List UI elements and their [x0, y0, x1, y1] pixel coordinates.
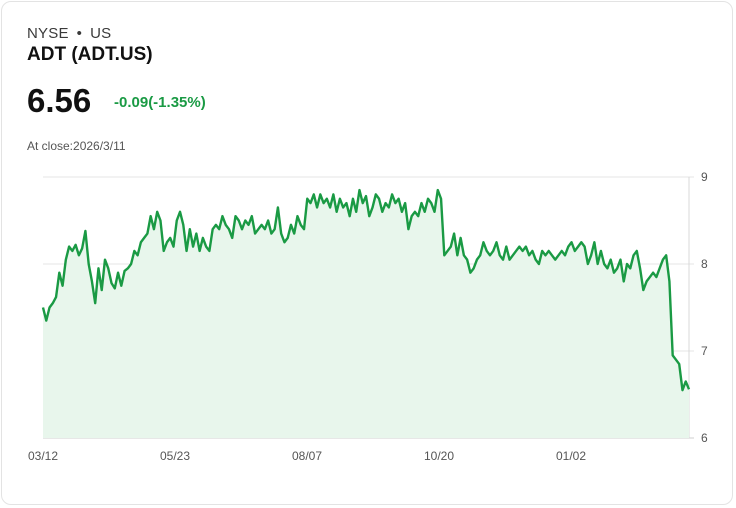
- separator-dot: •: [76, 25, 83, 42]
- x-tick-label: 10/20: [424, 449, 454, 463]
- y-tick-label: 7: [701, 344, 708, 358]
- x-axis-ticks: 03/12 05/23 08/07 10/20 01/02: [28, 449, 586, 463]
- price-change: -0.09(-1.35%): [114, 94, 206, 111]
- x-tick-label: 01/02: [556, 449, 586, 463]
- y-tick-label: 6: [701, 431, 708, 445]
- close-info: At close:2026/3/11: [27, 139, 126, 153]
- country-label: US: [90, 25, 112, 42]
- x-tick-label: 08/07: [292, 449, 322, 463]
- y-tick-label: 9: [701, 170, 708, 184]
- close-label: At close:: [27, 139, 74, 153]
- y-tick-label: 8: [701, 257, 708, 271]
- x-tick-label: 05/23: [160, 449, 190, 463]
- close-date: 2026/3/11: [73, 139, 126, 153]
- current-price: 6.56: [27, 82, 92, 119]
- y-axis-ticks: 9 8 7 6: [701, 170, 708, 445]
- exchange-label: NYSE • US: [27, 25, 111, 42]
- stock-title: ADT (ADT.US): [27, 44, 153, 65]
- price-area-fill: [43, 190, 689, 438]
- price-line[interactable]: [41, 188, 691, 392]
- exchange-name: NYSE: [27, 25, 69, 42]
- x-tick-label: 03/12: [28, 449, 58, 463]
